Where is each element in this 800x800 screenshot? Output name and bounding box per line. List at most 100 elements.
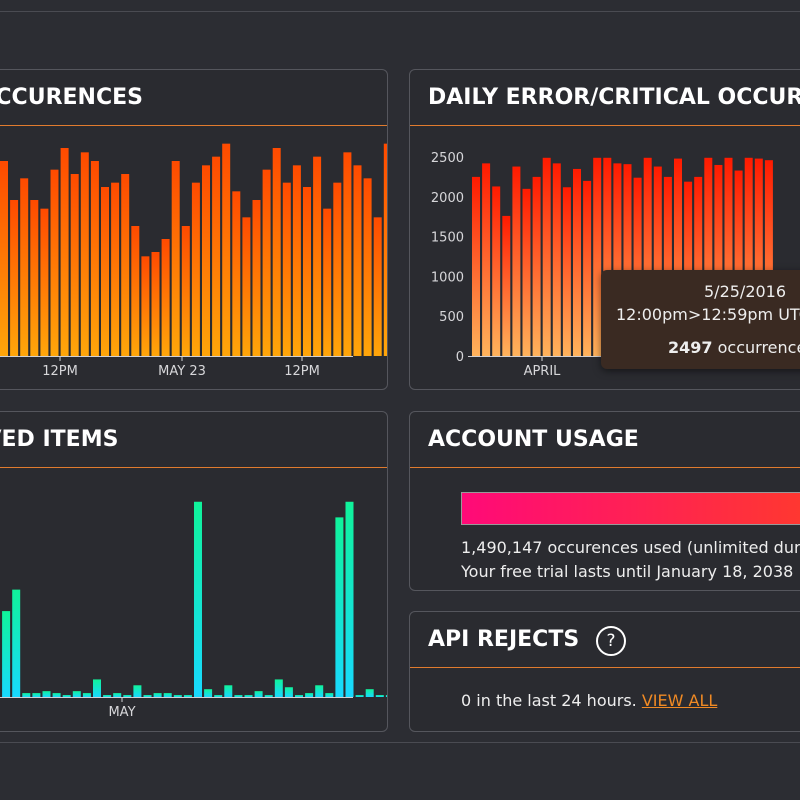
bar[interactable] xyxy=(242,217,251,356)
bar[interactable] xyxy=(224,685,233,697)
bar[interactable] xyxy=(694,176,703,356)
bar[interactable] xyxy=(80,152,89,356)
bar[interactable] xyxy=(20,178,29,356)
bar[interactable] xyxy=(274,679,283,697)
bar[interactable] xyxy=(123,695,132,697)
bar[interactable] xyxy=(315,685,324,697)
bar[interactable] xyxy=(363,178,372,356)
bar[interactable] xyxy=(684,181,693,356)
bar[interactable] xyxy=(254,691,263,697)
bar[interactable] xyxy=(244,695,253,697)
bar[interactable] xyxy=(232,191,241,356)
bar[interactable] xyxy=(643,157,652,356)
bar[interactable] xyxy=(282,182,291,356)
bar[interactable] xyxy=(42,691,51,697)
bar[interactable] xyxy=(10,200,19,356)
bar[interactable] xyxy=(375,695,384,697)
bar[interactable] xyxy=(583,180,592,356)
bar[interactable] xyxy=(60,148,69,356)
bar[interactable] xyxy=(82,693,91,697)
bar[interactable] xyxy=(512,166,521,356)
bar[interactable] xyxy=(204,689,213,697)
bar[interactable] xyxy=(181,226,190,356)
bar[interactable] xyxy=(532,176,541,356)
bar[interactable] xyxy=(101,187,109,356)
bar[interactable] xyxy=(353,165,362,356)
bar[interactable] xyxy=(603,157,612,356)
bar[interactable] xyxy=(653,166,662,356)
bar[interactable] xyxy=(90,161,99,356)
bar[interactable] xyxy=(355,695,364,697)
bar[interactable] xyxy=(191,182,200,356)
bar[interactable] xyxy=(754,158,763,356)
bar[interactable] xyxy=(72,691,81,697)
bar[interactable] xyxy=(133,685,142,697)
bar[interactable] xyxy=(734,170,743,356)
bar[interactable] xyxy=(264,695,273,697)
bar[interactable] xyxy=(194,501,202,697)
bar[interactable] xyxy=(2,611,11,697)
bar[interactable] xyxy=(562,187,571,356)
bar[interactable] xyxy=(143,695,152,697)
bar[interactable] xyxy=(103,695,112,697)
bar[interactable] xyxy=(333,182,342,356)
bar[interactable] xyxy=(70,174,79,356)
bar[interactable] xyxy=(32,693,41,697)
bar[interactable] xyxy=(173,695,182,697)
bar[interactable] xyxy=(50,169,59,356)
bar[interactable] xyxy=(623,164,632,356)
bar[interactable] xyxy=(764,160,773,356)
bar[interactable] xyxy=(12,589,21,697)
bar[interactable] xyxy=(472,176,480,356)
bar[interactable] xyxy=(482,163,491,356)
bar[interactable] xyxy=(284,687,293,697)
bar[interactable] xyxy=(552,163,561,356)
bar[interactable] xyxy=(121,174,130,356)
bar[interactable] xyxy=(111,182,120,356)
bar[interactable] xyxy=(40,208,49,356)
bar[interactable] xyxy=(171,161,180,356)
bar[interactable] xyxy=(131,226,140,356)
bar[interactable] xyxy=(153,693,162,697)
bar[interactable] xyxy=(343,152,352,356)
bar[interactable] xyxy=(161,239,170,356)
bar[interactable] xyxy=(323,208,332,356)
bar[interactable] xyxy=(542,157,551,356)
bar[interactable] xyxy=(183,695,192,697)
bar[interactable] xyxy=(313,156,322,356)
bar[interactable] xyxy=(295,695,303,697)
bar[interactable] xyxy=(373,217,382,356)
bar[interactable] xyxy=(325,693,334,697)
bar[interactable] xyxy=(212,156,221,356)
bar[interactable] xyxy=(202,165,210,356)
bar[interactable] xyxy=(151,252,160,356)
bar[interactable] xyxy=(22,693,31,697)
help-icon[interactable]: ? xyxy=(596,626,626,656)
bar[interactable] xyxy=(724,157,733,356)
bar[interactable] xyxy=(492,186,501,356)
bar[interactable] xyxy=(502,215,511,356)
bar[interactable] xyxy=(93,679,101,697)
bar[interactable] xyxy=(674,158,682,356)
bar[interactable] xyxy=(141,256,150,356)
bar[interactable] xyxy=(613,163,622,356)
bar[interactable] xyxy=(52,693,61,697)
bar[interactable] xyxy=(593,157,602,356)
bar[interactable] xyxy=(365,689,374,697)
bar[interactable] xyxy=(214,695,223,697)
bar[interactable] xyxy=(62,695,71,697)
bar[interactable] xyxy=(234,695,243,697)
bar[interactable] xyxy=(292,165,301,356)
bar[interactable] xyxy=(385,695,388,697)
bar[interactable] xyxy=(704,157,713,356)
bar[interactable] xyxy=(0,161,8,356)
view-all-link[interactable]: VIEW ALL xyxy=(641,691,718,710)
bar[interactable] xyxy=(633,177,642,356)
bar[interactable] xyxy=(305,693,314,697)
bar[interactable] xyxy=(30,200,39,356)
bar[interactable] xyxy=(252,200,261,356)
bar[interactable] xyxy=(163,693,172,697)
bar[interactable] xyxy=(663,176,672,356)
bar[interactable] xyxy=(714,164,723,356)
bar[interactable] xyxy=(522,188,531,356)
